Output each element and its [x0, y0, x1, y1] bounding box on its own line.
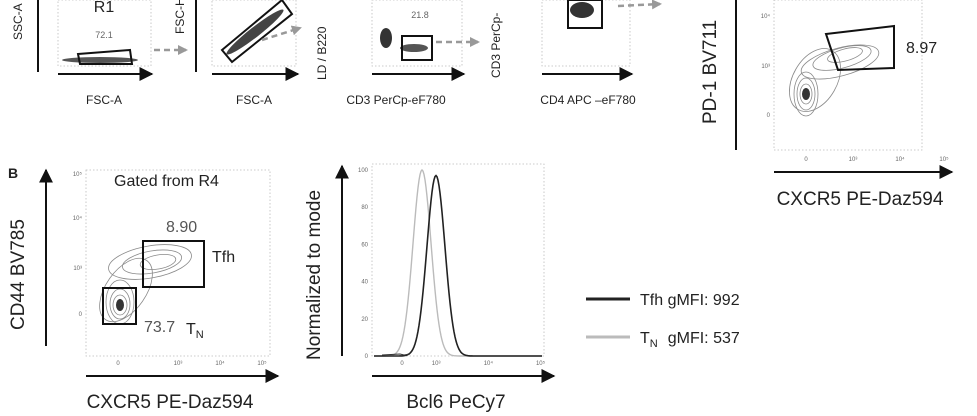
contour-ytick-3: 10³ [73, 266, 82, 272]
legend-tn-text: TN gMFI: 537 [640, 330, 740, 350]
histogram-curve-tn [374, 168, 542, 357]
panel-b-histogram: Normalized to mode 100 80 60 40 20 0 0 10³ 10⁴ 1… [304, 163, 556, 413]
arrow-plot2-to-plot3 [261, 25, 302, 42]
contour-tfh-value: 8.90 [166, 219, 197, 236]
arrow-plot4-to-plot5 [617, 0, 662, 10]
histogram-xtick: 10⁴ [484, 360, 494, 367]
plot1-gate-r1 [76, 48, 134, 65]
contour-xtick-3: 10⁴ [215, 360, 225, 367]
plot4-density [570, 2, 594, 18]
contour-tfh-label: Tfh [212, 249, 235, 266]
contour-tn-label-main: T [186, 321, 196, 338]
plot5-xtick-4: 10⁵ [939, 156, 949, 163]
contour-xtick-2: 10³ [174, 361, 183, 367]
histogram-xticks: 0 10³ 10⁴ 10⁵ [400, 360, 545, 367]
contour-tn-label: TN [186, 321, 204, 341]
contour-frame [85, 169, 271, 357]
plot2-ylabel: FSC-H [173, 0, 187, 34]
legend-tn-main: T [640, 330, 650, 347]
plot5-frame [773, 0, 923, 151]
histogram-xtick: 0 [400, 361, 404, 367]
histogram-ytick: 60 [361, 242, 368, 248]
contour-title: Gated from R4 [114, 173, 219, 190]
contour-ytick-4: 0 [79, 312, 83, 318]
histogram-frame [371, 163, 545, 357]
histogram-baseline-noise [381, 353, 411, 356]
contour-xtick-4: 10⁵ [257, 360, 267, 367]
plot5-xtick-2: 10³ [849, 157, 858, 163]
plot1-gate-name: R1 [94, 0, 115, 16]
contour-gate-tn [102, 287, 137, 325]
plot5-ylabel: PD-1 BV711 [700, 20, 721, 124]
histogram-curves [374, 168, 542, 357]
contour-ylabel: CD44 BV785 [8, 219, 29, 330]
histogram-ytick: 0 [365, 354, 369, 360]
plot2-xlabel: FSC-A [236, 93, 272, 107]
legend-tfh-text: Tfh gMFI: 992 [640, 292, 740, 309]
histogram-curve-tfh [374, 174, 542, 357]
plot5-contour: PD-1 BV711 10⁴ 10³ 0 8.97 0 10³ 10⁴ 10⁵ … [700, 0, 954, 210]
plot5-xlabel: CXCR5 PE-Daz594 [777, 189, 944, 210]
plot5-contour-lines [789, 44, 880, 117]
plot1-gate-value: 72.1 [95, 30, 113, 40]
plot2-density [226, 9, 284, 55]
contour-gate-tfh [142, 240, 205, 288]
plot1-xlabel: FSC-A [86, 93, 122, 107]
histogram-legend: Tfh gMFI: 992 TN gMFI: 537 [586, 292, 740, 350]
histogram-ytick: 20 [361, 317, 368, 323]
plot3-gate-value: 21.8 [411, 10, 429, 20]
contour-ytick-2: 10⁴ [73, 215, 83, 222]
plot4-xlabel: CD4 APC –eF780 [540, 93, 636, 107]
contour-xlabel: CXCR5 PE-Daz594 [87, 392, 254, 413]
histogram-ytick: 40 [361, 280, 368, 286]
histogram-xtick: 10⁵ [536, 360, 546, 367]
plot1-frame [57, 0, 152, 67]
histogram-ytick: 80 [361, 205, 368, 211]
plot3-scatter: LD / B220 21.8 CD3 PerCp-eF780 [315, 0, 466, 107]
plot5-gate-value: 8.97 [906, 40, 937, 57]
plot3-frame [371, 0, 463, 67]
panel-b-contour-plot: CD44 BV785 Gated from R4 10⁵ 10⁴ 10³ 0 8… [8, 168, 280, 413]
plot5-ytick-1: 10⁴ [761, 13, 771, 20]
panel-b-label: B [8, 165, 18, 181]
plot5-gate [824, 24, 895, 72]
plot3-xlabel: CD3 PerCp-eF780 [346, 93, 446, 107]
plot2-scatter: FSC-H FSC-A [173, 0, 300, 107]
contour-xtick-1: 0 [116, 361, 120, 367]
histogram-ylabel: Normalized to mode [304, 190, 325, 360]
plot4-ylabel: CD3 PerCp- [489, 13, 503, 78]
contour-lines [99, 244, 192, 325]
plot1-scatter: SSC-A R1 72.1 FSC-A [11, 0, 154, 107]
histogram-xtick: 10³ [432, 361, 441, 367]
plot3-ylabel: LD / B220 [315, 26, 329, 80]
plot4-scatter: CD3 PerCp- CD4 APC –eF780 [489, 0, 636, 107]
legend-tn-rest: gMFI: 537 [668, 330, 740, 347]
histogram-ytick: 100 [358, 168, 369, 174]
contour-tn-label-sub: N [196, 329, 204, 341]
histogram-xlabel: Bcl6 PeCy7 [406, 392, 505, 413]
histogram-yticks: 100 80 60 40 20 0 [358, 168, 369, 360]
plot5-xtick-3: 10⁴ [895, 156, 905, 163]
plot4-gate [567, 0, 603, 29]
legend-tn-sub: N [650, 338, 658, 350]
plot3-gate [401, 35, 433, 61]
plot5-ytick-2: 10³ [761, 64, 770, 70]
plot1-density [62, 57, 138, 63]
plot3-density-1 [380, 28, 392, 48]
plot1-ylabel: SSC-A [11, 3, 25, 40]
plot5-xtick-1: 0 [804, 157, 808, 163]
plot5-ytick-3: 0 [767, 113, 771, 119]
contour-tn-value: 73.7 [144, 319, 175, 336]
contour-ytick-1: 10⁵ [73, 171, 83, 178]
plot3-density-2 [400, 44, 428, 52]
plot2-gate [220, 0, 294, 64]
